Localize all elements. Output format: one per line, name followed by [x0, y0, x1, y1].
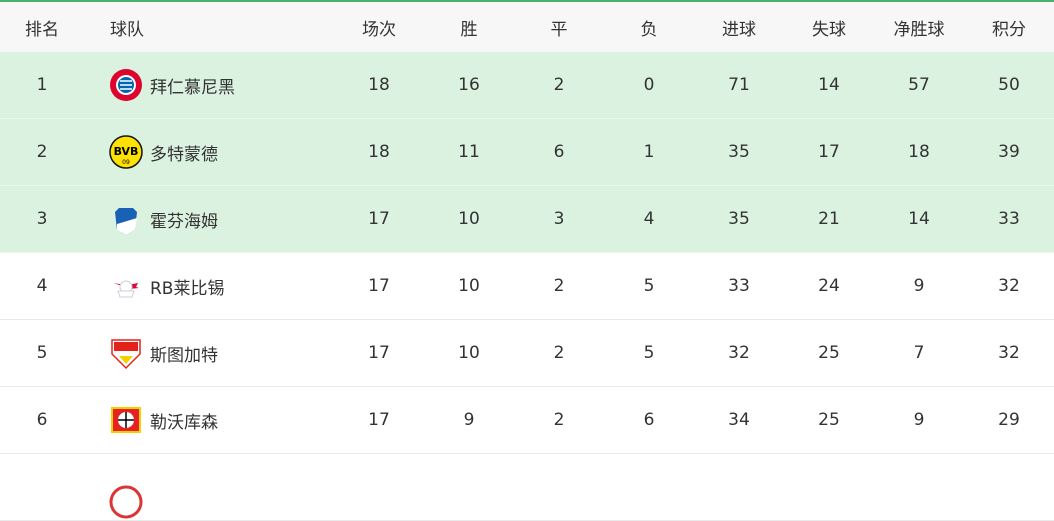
rank: 2	[36, 142, 48, 162]
team-name[interactable]: 勒沃库森	[150, 412, 218, 433]
rank: 6	[36, 410, 48, 430]
gf-cell: 71	[728, 75, 750, 95]
header-rank[interactable]: 排名	[25, 19, 59, 40]
leipzig-logo-icon	[108, 268, 144, 304]
ga-cell: 25	[818, 410, 840, 430]
team-name[interactable]: 多特蒙德	[150, 144, 218, 165]
lost-cell: 0	[643, 75, 655, 95]
played-cell: 17	[368, 276, 390, 296]
won-cell: 16	[458, 75, 480, 95]
table-row[interactable]: 3 霍芬海姆 17 10 3 4 35 21 14 33	[0, 186, 1054, 253]
pts-cell: 33	[998, 209, 1020, 229]
team-name[interactable]: 霍芬海姆	[150, 211, 218, 232]
table-row[interactable]: 2 BVB 09 多特蒙德 18 11 6 1 35 17 18 39	[0, 119, 1054, 186]
rank: 1	[36, 75, 48, 95]
lost-cell: 1	[643, 142, 655, 162]
won-cell: 10	[458, 276, 480, 296]
played-cell: 18	[368, 75, 390, 95]
table-row[interactable]: 1 拜仁慕尼黑 18 16 2 0 71 14 57 50	[0, 52, 1054, 119]
header-lost[interactable]: 负	[640, 19, 658, 40]
header-gf[interactable]: 进球	[722, 19, 756, 40]
gf-cell: 35	[728, 209, 750, 229]
drawn-cell: 2	[553, 276, 565, 296]
header-won[interactable]: 胜	[460, 19, 478, 40]
gd-cell: 9	[913, 276, 925, 296]
header-pts[interactable]: 积分	[992, 19, 1026, 40]
gf-cell: 35	[728, 142, 750, 162]
gd-cell: 9	[913, 410, 925, 430]
won-cell: 10	[458, 343, 480, 363]
stuttgart-logo-icon	[108, 335, 144, 371]
header-played[interactable]: 场次	[362, 19, 396, 40]
header-gd[interactable]: 净胜球	[893, 19, 945, 40]
bvb-logo-icon: BVB 09	[108, 134, 144, 170]
rank: 5	[36, 343, 48, 363]
gd-cell: 57	[908, 75, 930, 95]
gf-cell: 34	[728, 410, 750, 430]
top-border	[0, 0, 1054, 2]
won-cell: 9	[463, 410, 475, 430]
gd-cell: 7	[913, 343, 925, 363]
lost-cell: 6	[643, 410, 655, 430]
drawn-cell: 2	[553, 343, 565, 363]
pts-cell: 50	[998, 75, 1020, 95]
header-team[interactable]: 球队	[110, 19, 144, 40]
table-row-partial	[0, 454, 1054, 521]
header-ga[interactable]: 失球	[812, 19, 846, 40]
ga-cell: 25	[818, 343, 840, 363]
gf-cell: 33	[728, 276, 750, 296]
leverkusen-logo-icon	[108, 402, 144, 438]
won-cell: 11	[458, 142, 480, 162]
svg-text:BVB: BVB	[114, 145, 139, 158]
played-cell: 18	[368, 142, 390, 162]
bayern-logo-icon	[108, 67, 144, 103]
team-name[interactable]: RB莱比锡	[150, 278, 225, 299]
played-cell: 17	[368, 343, 390, 363]
lost-cell: 4	[643, 209, 655, 229]
table-row[interactable]: 4 RB莱比锡 17 10 2 5 33 24 9 32	[0, 253, 1054, 320]
pts-cell: 29	[998, 410, 1020, 430]
team-name[interactable]: 斯图加特	[150, 345, 218, 366]
hoffenheim-logo-icon	[108, 201, 144, 237]
ga-cell: 21	[818, 209, 840, 229]
pts-cell: 39	[998, 142, 1020, 162]
rank: 3	[36, 209, 48, 229]
svg-text:09: 09	[122, 159, 130, 166]
table-row[interactable]: 5 斯图加特 17 10 2 5 32 25 7 32	[0, 320, 1054, 387]
played-cell: 17	[368, 410, 390, 430]
header-drawn[interactable]: 平	[550, 19, 568, 40]
pts-cell: 32	[998, 276, 1020, 296]
ga-cell: 14	[818, 75, 840, 95]
ga-cell: 24	[818, 276, 840, 296]
drawn-cell: 6	[553, 142, 565, 162]
table-header: 排名 球队 场次 胜 平 负 进球 失球 净胜球 积分	[0, 2, 1054, 52]
ga-cell: 17	[818, 142, 840, 162]
table-row[interactable]: 6 勒沃库森 17 9 2 6 34 25 9 29	[0, 387, 1054, 454]
lost-cell: 5	[643, 343, 655, 363]
rank: 4	[36, 276, 48, 296]
team-name[interactable]: 拜仁慕尼黑	[150, 77, 235, 98]
gf-cell: 32	[728, 343, 750, 363]
drawn-cell: 3	[553, 209, 565, 229]
lost-cell: 5	[643, 276, 655, 296]
gd-cell: 18	[908, 142, 930, 162]
gd-cell: 14	[908, 209, 930, 229]
pts-cell: 32	[998, 343, 1020, 363]
won-cell: 10	[458, 209, 480, 229]
drawn-cell: 2	[553, 410, 565, 430]
played-cell: 17	[368, 209, 390, 229]
drawn-cell: 2	[553, 75, 565, 95]
